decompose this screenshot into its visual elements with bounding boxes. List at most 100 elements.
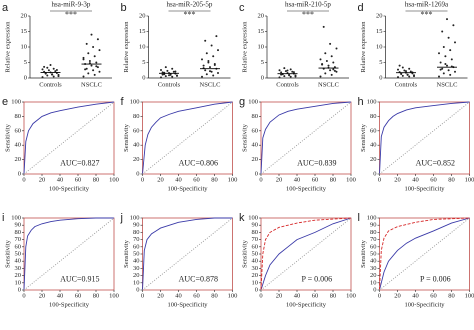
annotation: AUC=0.827 (60, 159, 99, 168)
y-axis-label: Relative expression (123, 21, 130, 73)
y-axis-label: Sensitivity (4, 123, 11, 152)
y-tick-label: 0 (136, 286, 139, 293)
data-point (217, 72, 219, 75)
data-point (322, 25, 325, 28)
y-tick-label: 40 (370, 142, 377, 149)
y-tick-label: 40 (370, 258, 377, 265)
y-tick-label: 60 (370, 243, 377, 250)
x-tick-label: 20 (157, 176, 164, 183)
x-tick-label: 60 (75, 176, 82, 183)
data-point (335, 47, 338, 50)
y-tick-label: 100 (367, 98, 377, 105)
annotation: *** (302, 10, 314, 19)
y-tick-label: 10 (133, 279, 140, 286)
y-tick-label: 10 (370, 279, 377, 286)
data-point (332, 61, 335, 64)
roc-curve (23, 101, 115, 175)
data-point (98, 49, 101, 52)
y-tick-label: 5 (379, 59, 382, 66)
data-point (442, 46, 445, 48)
y-tick-label: 60 (15, 243, 22, 250)
data-point (405, 70, 407, 73)
data-point (93, 73, 96, 76)
roc-curve (23, 217, 115, 291)
y-tick-label: 60 (252, 243, 259, 250)
y-axis-label: Relative expression (4, 21, 11, 73)
x-tick-label: 0 (141, 176, 144, 183)
annotation: AUC=0.806 (179, 159, 218, 168)
x-tick-label: 80 (93, 292, 100, 299)
data-point (92, 69, 95, 72)
y-tick-label: 80 (15, 229, 22, 236)
x-axis-label: 100-Specificity (167, 301, 208, 308)
y-tick-label: 0 (136, 170, 139, 177)
x-tick-label: 0 (141, 292, 144, 299)
y-axis-label: Sensitivity (4, 239, 11, 268)
y-axis-label: Sensitivity (241, 239, 248, 268)
roc-curve (260, 101, 352, 175)
x-tick-label: 40 (175, 176, 182, 183)
x-tick-label: 100 (109, 292, 119, 299)
y-tick-label: 20 (370, 272, 377, 279)
data-point (93, 55, 96, 58)
y-tick-label: 0 (261, 74, 264, 81)
data-point (329, 69, 332, 72)
y-tick-label: 10 (258, 43, 265, 50)
annotation: *** (184, 10, 196, 19)
y-tick-label: 80 (252, 229, 259, 236)
y-axis-label: Sensitivity (360, 123, 367, 152)
panel-label: b (121, 2, 127, 14)
data-point (201, 75, 203, 78)
y-tick-label: 5 (24, 59, 27, 66)
x-tick-label: Controls (395, 81, 418, 88)
data-point (408, 67, 411, 70)
y-tick-label: 90 (370, 222, 377, 229)
x-tick-label: 40 (175, 292, 182, 299)
annotation: AUC=0.878 (179, 275, 218, 284)
data-point (319, 75, 322, 78)
roc-curve (23, 217, 114, 291)
x-tick-label: 0 (259, 176, 262, 183)
data-point (201, 58, 203, 61)
y-tick-label: 50 (252, 250, 259, 257)
data-point (447, 36, 450, 39)
data-point (85, 67, 88, 70)
y-tick-label: 10 (139, 43, 146, 50)
data-point (85, 42, 88, 45)
x-tick-label: 60 (193, 176, 200, 183)
x-axis-label: 100-Specificity (167, 185, 208, 192)
y-tick-label: 0 (142, 74, 145, 81)
data-point (406, 73, 409, 76)
data-point (217, 49, 219, 52)
data-point (213, 63, 216, 66)
data-point (161, 73, 164, 76)
data-point (202, 64, 205, 67)
roc-curve (260, 101, 352, 175)
data-point (209, 70, 211, 73)
data-point (166, 69, 169, 72)
data-point (330, 55, 333, 58)
x-tick-label: Controls (158, 81, 181, 88)
y-tick-label: 0 (373, 170, 376, 177)
x-axis-label: 100-Specificity (404, 185, 445, 192)
y-tick-label: 20 (133, 272, 140, 279)
y-tick-label: 30 (370, 265, 377, 272)
x-axis-label: 100-Specificity (286, 301, 327, 308)
x-tick-label: 60 (193, 292, 200, 299)
data-point (401, 66, 404, 69)
x-tick-label: 20 (276, 176, 283, 183)
panel-label: e (2, 96, 8, 108)
roc-curve (142, 101, 233, 175)
y-tick-label: 40 (15, 142, 22, 149)
data-point (408, 75, 411, 78)
data-point (82, 58, 85, 61)
data-point (438, 75, 440, 78)
y-tick-label: 100 (11, 214, 21, 221)
y-tick-label: 15 (258, 28, 265, 35)
y-tick-label: 80 (133, 229, 140, 236)
x-tick-label: 80 (448, 176, 455, 183)
x-tick-label: 0 (378, 292, 381, 299)
y-tick-label: 15 (376, 28, 383, 35)
annotation: AUC=0.915 (60, 275, 99, 284)
